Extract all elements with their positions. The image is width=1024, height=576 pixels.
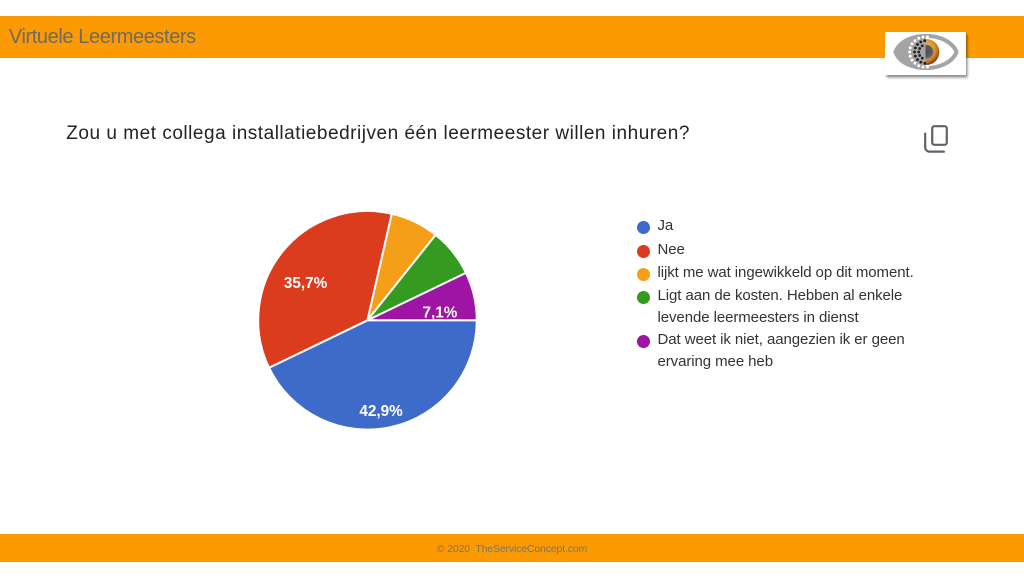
svg-text:7,1%: 7,1% [422, 304, 457, 321]
svg-text:42,9%: 42,9% [359, 403, 403, 420]
svg-text:35,7%: 35,7% [284, 275, 328, 292]
